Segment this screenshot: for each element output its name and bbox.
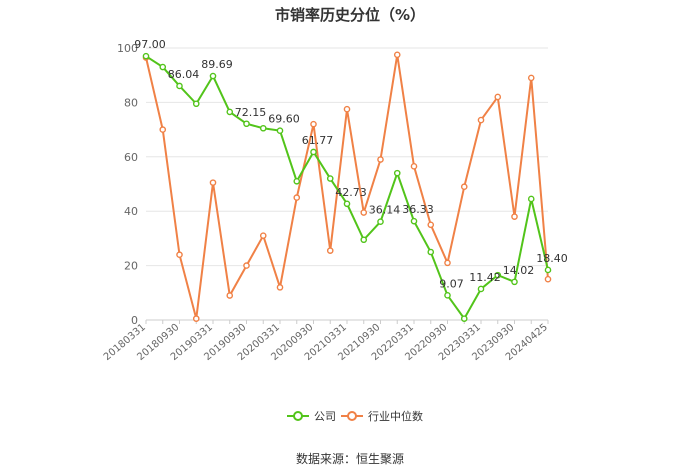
company-point	[226, 108, 234, 116]
company-point	[393, 169, 401, 177]
data-label: 36.33	[402, 203, 434, 216]
industry-point	[494, 93, 502, 101]
company-point	[427, 248, 435, 256]
company-point	[176, 82, 183, 90]
industry-point	[159, 126, 167, 133]
company-point	[410, 217, 418, 225]
industry-point	[377, 156, 384, 163]
company-point	[477, 285, 485, 293]
company-point	[444, 292, 451, 299]
company-point	[192, 100, 200, 108]
company-point	[527, 195, 535, 203]
industry-point	[427, 221, 435, 229]
y-tick-label: 100	[117, 42, 138, 55]
y-tick-label: 60	[124, 151, 138, 164]
company-point	[343, 200, 351, 208]
industry-point	[410, 163, 418, 170]
industry-point	[360, 209, 368, 216]
data-label: 11.42	[469, 271, 501, 284]
industry-legend-marker	[347, 411, 357, 421]
company-point	[377, 218, 384, 225]
y-tick-label: 40	[124, 205, 138, 218]
company-point	[544, 266, 552, 274]
industry-point	[310, 120, 317, 128]
data-source: 数据来源：恒生聚源	[295, 452, 404, 466]
company-point	[209, 72, 217, 80]
y-tick-label: 0	[131, 314, 138, 327]
industry-point	[460, 183, 468, 191]
data-label: 36.14	[369, 204, 401, 217]
company-point	[159, 63, 167, 71]
industry-point	[326, 247, 334, 254]
industry-point	[477, 116, 485, 124]
y-tick-label: 80	[124, 96, 138, 109]
industry-point	[527, 74, 535, 82]
data-label: 14.02	[503, 264, 535, 277]
company-point	[259, 124, 267, 132]
data-label: 18.40	[536, 252, 568, 265]
data-label: 86.04	[168, 68, 200, 81]
industry-point	[444, 259, 451, 267]
data-label: 61.77	[302, 134, 334, 147]
industry-point	[243, 262, 250, 269]
data-label: 9.07	[439, 277, 464, 290]
company-point	[360, 236, 368, 244]
industry-point	[511, 213, 518, 220]
company-point	[142, 52, 150, 60]
chart-title: 市销率历史分位（%）	[274, 6, 426, 24]
data-label: 89.69	[201, 58, 233, 71]
industry-point	[176, 251, 183, 259]
industry-point	[343, 105, 351, 113]
industry-legend-label: 行业中位数	[368, 409, 423, 423]
data-label: 97.00	[134, 38, 166, 51]
data-label: 72.15	[235, 106, 267, 119]
company-point	[511, 278, 518, 286]
company-point	[494, 271, 502, 279]
data-label: 42.73	[335, 186, 367, 199]
company-point	[310, 148, 317, 156]
company-point	[460, 315, 468, 322]
company-point	[276, 127, 284, 134]
industry-point	[259, 232, 267, 239]
industry-point	[192, 315, 200, 322]
company-point	[326, 175, 334, 182]
company-legend-marker	[293, 411, 303, 421]
industry-point	[226, 292, 234, 299]
data-label: 69.60	[268, 113, 300, 126]
industry-point	[544, 275, 552, 283]
company-point	[243, 120, 250, 128]
y-tick-label: 20	[124, 260, 138, 273]
industry-point	[209, 179, 217, 186]
industry-point	[393, 51, 401, 59]
company-legend-label: 公司	[314, 410, 336, 423]
industry-point	[276, 284, 284, 291]
industry-point	[293, 194, 301, 201]
company-point	[293, 177, 301, 185]
